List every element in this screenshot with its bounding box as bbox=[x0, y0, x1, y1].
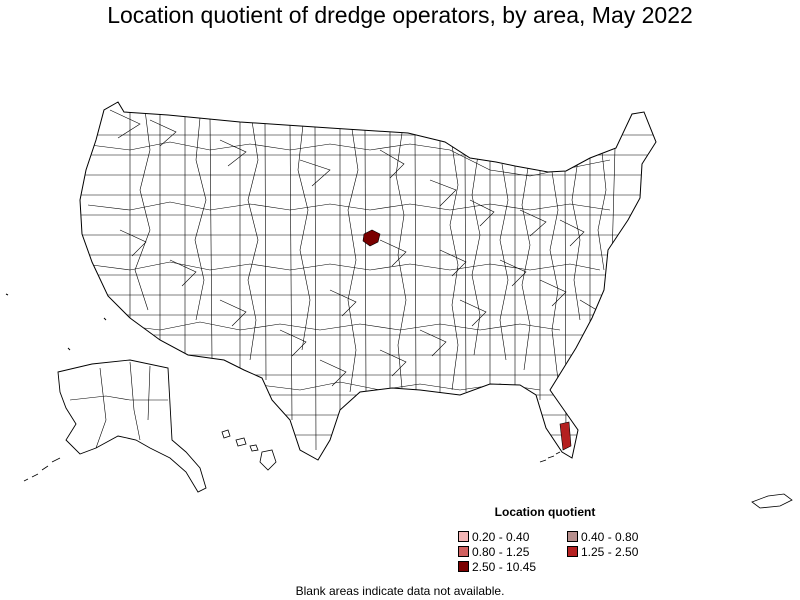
legend-label-3: 1.25 - 2.50 bbox=[581, 545, 639, 559]
alaska-outline bbox=[57, 359, 207, 493]
legend-swatch-1 bbox=[567, 531, 578, 542]
legend-swatch-0 bbox=[458, 531, 469, 542]
legend-label-2: 0.80 - 1.25 bbox=[472, 545, 530, 559]
legend-title: Location quotient bbox=[494, 505, 596, 519]
legend-label-1: 0.40 - 0.80 bbox=[581, 530, 639, 544]
map-title: Location quotient of dredge operators, b… bbox=[107, 2, 693, 28]
florida-keys bbox=[539, 451, 561, 463]
aleutian-islands bbox=[23, 457, 61, 482]
contiguous-us-outline bbox=[79, 101, 657, 461]
legend-label-4: 2.50 - 10.45 bbox=[472, 560, 537, 574]
puerto-rico-outline bbox=[751, 493, 793, 509]
legend-item-0: 0.20 - 0.40 bbox=[458, 531, 529, 545]
legend-item-4: 2.50 - 10.45 bbox=[458, 561, 536, 575]
legend-item-1: 0.40 - 0.80 bbox=[567, 531, 638, 545]
nebraska-highlight-area bbox=[362, 229, 381, 247]
legend-swatch-2 bbox=[458, 546, 469, 557]
legend-swatch-3 bbox=[567, 546, 578, 557]
florida-highlight-area bbox=[559, 421, 572, 451]
hawaii-islands bbox=[221, 429, 277, 471]
alaska-boundaries bbox=[69, 361, 168, 449]
footnote: Blank areas indicate data not available. bbox=[295, 584, 505, 598]
legend-item-2: 0.80 - 1.25 bbox=[458, 546, 529, 560]
legend-swatch-4 bbox=[458, 561, 469, 572]
legend-item-3: 1.25 - 2.50 bbox=[567, 546, 638, 560]
legend-label-0: 0.20 - 0.40 bbox=[472, 530, 530, 544]
minor-island-markers bbox=[5, 293, 107, 351]
